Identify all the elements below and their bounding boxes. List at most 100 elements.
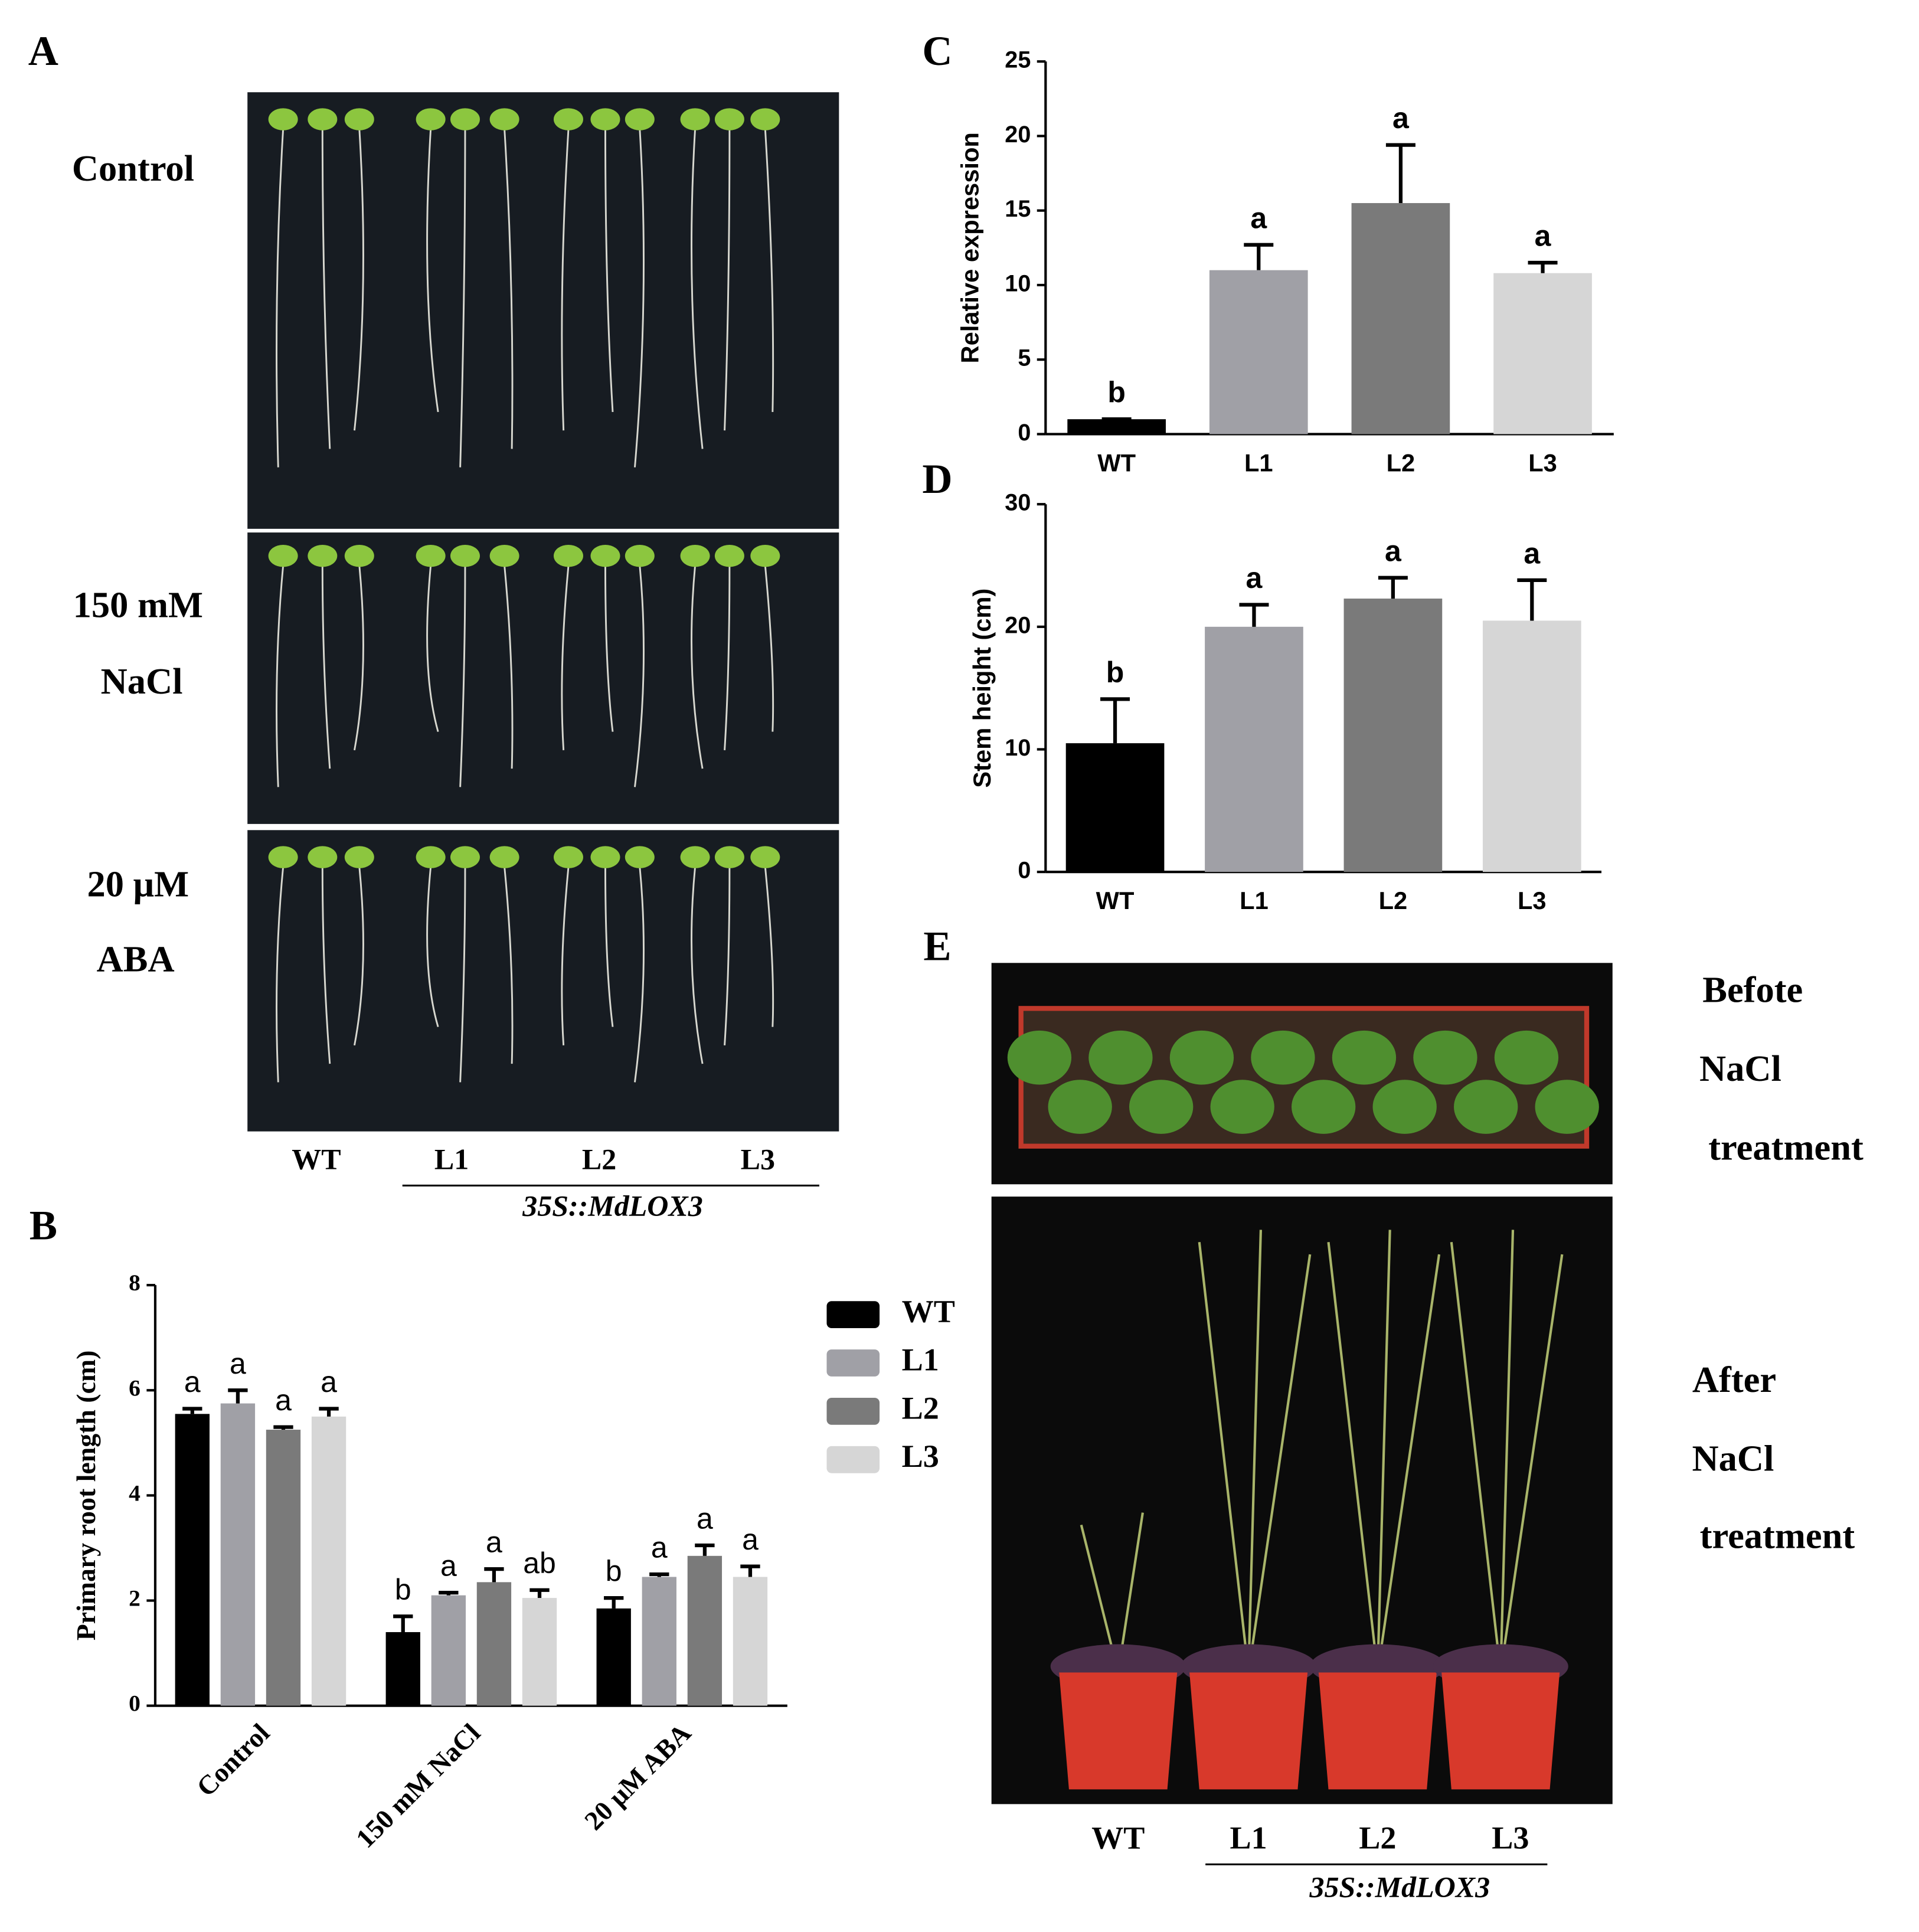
root: [634, 565, 645, 787]
rosette: [1210, 1080, 1274, 1134]
legend-swatch: [826, 1397, 880, 1425]
x-tick-label: 150 mM NaCl: [350, 1718, 486, 1853]
x-tick-label: L3: [1518, 887, 1547, 914]
root: [561, 129, 570, 431]
significance-letter: b: [1107, 376, 1126, 409]
y-tick-label: 20: [1005, 612, 1031, 638]
leaf: [489, 108, 519, 130]
y-tick-label: 0: [1018, 420, 1031, 446]
x-tick-label: Control: [191, 1718, 275, 1802]
leaf: [489, 846, 519, 868]
leaf: [308, 544, 338, 567]
leaf: [680, 846, 710, 868]
root: [504, 867, 514, 1064]
leaf: [590, 846, 620, 868]
root: [276, 129, 285, 468]
photo-aba: [247, 830, 839, 1132]
significance-letter: a: [1392, 102, 1410, 135]
significance-letter: a: [440, 1549, 457, 1583]
leaf: [750, 846, 780, 868]
y-tick-label: 0: [1018, 858, 1031, 884]
leaf: [680, 108, 710, 130]
seedlings: [268, 108, 780, 1083]
root: [354, 867, 364, 1046]
bar: [642, 1577, 676, 1706]
significance-letter: a: [184, 1365, 201, 1398]
root: [276, 565, 285, 787]
rosette: [1169, 1030, 1234, 1085]
significance-letter: a: [697, 1502, 713, 1535]
y-tick-label: 30: [1005, 490, 1031, 516]
leaf: [590, 108, 620, 130]
rosettes: [1007, 1030, 1599, 1790]
y-tick-label: 25: [1005, 47, 1031, 73]
significance-letter: ab: [523, 1547, 556, 1580]
y-axis-label: Stem height (cm): [968, 589, 996, 788]
photo-nacl: [247, 532, 839, 824]
root: [724, 565, 731, 750]
legend-label: L3: [902, 1439, 939, 1474]
leaf: [268, 108, 298, 130]
rosette: [1088, 1030, 1153, 1085]
row-label: 20 μM: [87, 864, 189, 905]
stems: [1450, 1230, 1564, 1673]
bar: [596, 1608, 631, 1706]
y-tick-label: 6: [129, 1375, 140, 1401]
bar: [220, 1403, 256, 1706]
legend-swatch: [826, 1446, 880, 1473]
significance-letter: a: [742, 1523, 759, 1556]
leaf: [344, 108, 374, 130]
leaf: [308, 108, 338, 130]
y-tick-label: 2: [129, 1586, 140, 1611]
root: [634, 867, 645, 1083]
rosette: [1535, 1080, 1599, 1134]
leaf: [553, 108, 583, 130]
root: [504, 565, 514, 769]
root: [634, 129, 645, 468]
significance-letter: a: [1535, 220, 1552, 253]
leaf: [268, 846, 298, 868]
legend-label: L2: [902, 1390, 939, 1426]
root: [561, 565, 570, 750]
root: [426, 129, 439, 413]
rosette: [1494, 1030, 1559, 1085]
condition-label: NaCl: [1699, 1048, 1781, 1089]
line-label: L3: [1492, 1820, 1529, 1855]
line-label: WT: [292, 1142, 341, 1175]
rosette: [1292, 1080, 1356, 1134]
root: [459, 565, 466, 787]
leaf: [416, 846, 446, 868]
root: [604, 129, 614, 413]
significance-letter: b: [395, 1573, 411, 1606]
leaf: [450, 108, 480, 130]
bar: [522, 1598, 557, 1706]
root: [426, 565, 439, 733]
row-label: NaCl: [101, 661, 183, 702]
line-label: WT: [1091, 1820, 1145, 1855]
line-label: L2: [1359, 1820, 1396, 1855]
root: [354, 565, 364, 751]
y-tick-label: 8: [129, 1270, 140, 1296]
bar: [266, 1430, 301, 1706]
significance-letter: a: [1246, 561, 1263, 594]
y-tick-label: 10: [1005, 735, 1031, 761]
y-tick-label: 15: [1005, 196, 1031, 222]
root: [604, 565, 614, 732]
significance-letter: a: [651, 1531, 668, 1564]
bar: [175, 1414, 210, 1706]
leaf: [344, 544, 374, 567]
root: [426, 867, 439, 1028]
legend-label: WT: [902, 1294, 955, 1329]
rosette: [1129, 1080, 1194, 1134]
root: [691, 129, 704, 449]
rosette: [1413, 1030, 1477, 1085]
leaf: [750, 108, 780, 130]
pot: [1189, 1672, 1308, 1790]
stems: [1198, 1230, 1312, 1673]
legend-swatch: [826, 1349, 880, 1377]
bar: [1351, 203, 1450, 434]
root: [724, 867, 731, 1045]
root: [691, 867, 704, 1064]
y-tick-label: 4: [129, 1480, 140, 1506]
row-label: 150 mM: [73, 584, 203, 626]
